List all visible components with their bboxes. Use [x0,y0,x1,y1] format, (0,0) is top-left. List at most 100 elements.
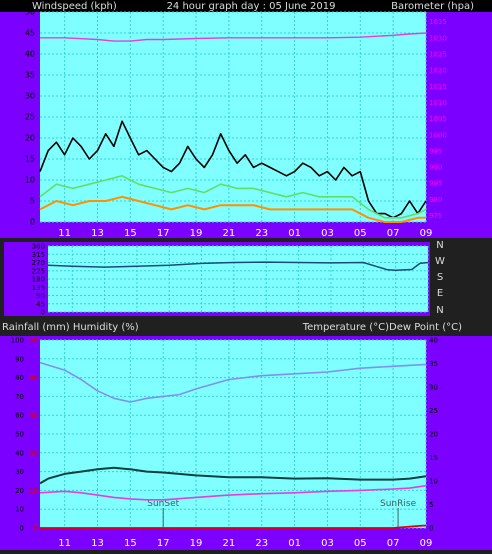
x-tick-label: 23 [255,228,268,239]
panel3-right-label: Temperature (°C)Dew Point (°C) [302,322,462,333]
y-tick-label: 45 [36,300,45,308]
panel1-ticks: 0510152025303540455097598098599099510001… [25,8,447,240]
y-tick-label: 45 [25,29,35,38]
y-tick-label: 10 [15,506,24,514]
compass-label-n-bottom: N [436,305,443,316]
y-tick-label: 25 [25,113,35,122]
panel3-left-label: Rainfall (mm) Humidity (%) [2,322,139,333]
annotation-label: SunRise [380,499,417,509]
x-tick-label: 19 [190,228,203,239]
y-tick-label: 35 [25,71,35,80]
y-tick-label: 1005 [429,115,447,123]
y-tick-label: 20 [429,431,438,439]
y-tick-label: 0 [429,525,433,533]
x-tick-label: 21 [223,228,236,239]
x-tick-label: 03 [321,228,334,239]
rain-tick-label: 10 [29,487,38,495]
x-tick-label: 17 [157,228,170,239]
annotation-label: SunSet [147,499,179,509]
x-tick-label: 11 [58,228,71,239]
y-tick-label: 70 [15,393,24,401]
y-tick-label: 40 [25,50,35,59]
rain-tick-label: 30 [29,412,38,420]
rain-tick-label: 0 [34,525,38,533]
y-tick-label: 30 [15,468,24,476]
y-tick-label: 5 [30,197,35,206]
x-tick-label: 03 [321,538,334,549]
x-tick-label: 21 [223,538,236,549]
x-tick-label: 01 [288,538,301,549]
panel1-right-label: Barometer (hpa) [391,1,474,12]
rain-tick-label: 50 [29,337,38,345]
y-tick-label: 20 [25,134,35,143]
y-tick-label: 985 [429,180,442,188]
y-tick-label: 990 [429,164,442,172]
y-tick-label: 30 [25,92,35,101]
y-tick-label: 40 [429,337,438,345]
y-tick-label: 25 [429,407,438,415]
x-tick-label: 09 [420,228,433,239]
x-tick-label: 05 [354,538,367,549]
x-tick-label: 17 [157,538,170,549]
y-tick-label: 35 [429,360,438,368]
x-tick-label: 19 [190,538,203,549]
x-tick-label: 15 [124,538,137,549]
x-tick-label: 11 [58,538,71,549]
y-tick-label: 980 [429,196,442,204]
x-tick-label: 13 [91,538,104,549]
y-tick-label: 15 [429,454,438,462]
y-tick-label: 0 [41,309,45,317]
compass-label-e: E [437,288,443,299]
series-barometer-line [40,32,427,42]
y-tick-label: 15 [25,155,35,164]
y-tick-label: 10 [25,176,35,185]
y-tick-label: 0 [30,218,35,227]
panel1-series [39,32,427,223]
series-gust-line [39,120,427,219]
series-humidity-line [39,361,427,403]
y-tick-label: 30 [429,384,438,392]
y-tick-label: 10 [429,478,438,486]
x-tick-label: 01 [288,228,301,239]
y-tick-label: 225 [32,267,45,275]
y-tick-label: 1030 [429,34,447,42]
series-temperature-line [39,466,427,485]
y-tick-label: 1000 [429,131,447,139]
compass-label-n-top: N [436,240,443,251]
series-average-line [39,175,427,219]
y-tick-label: 135 [32,284,45,292]
y-tick-label: 180 [32,276,45,284]
y-tick-label: 1015 [429,83,447,91]
y-tick-label: 315 [32,251,45,259]
y-tick-label: 360 [32,243,45,251]
rain-tick-label: 20 [29,449,38,457]
y-tick-label: 100 [11,337,24,345]
x-tick-label: 09 [420,538,433,549]
series-direction-line [47,261,429,271]
y-tick-label: 50 [15,431,24,439]
y-tick-label: 270 [32,259,45,267]
y-tick-label: 1020 [429,67,447,75]
y-tick-label: 1010 [429,99,447,107]
panel3-ticks: 0102030405060708090100010203040500510152… [11,337,438,550]
x-tick-label: 07 [387,538,400,549]
y-tick-label: 975 [429,212,442,220]
y-tick-label: 90 [36,292,45,300]
y-tick-label: 1035 [429,18,447,26]
panel2-grid [48,245,429,313]
y-tick-label: 50 [25,8,35,17]
panel1-header-bar [0,0,492,12]
x-tick-label: 05 [354,228,367,239]
series-dewpoint-line [39,484,427,501]
y-tick-label: 60 [15,412,24,420]
x-tick-label: 15 [124,228,137,239]
x-tick-label: 07 [387,228,400,239]
y-tick-label: 995 [429,147,442,155]
compass-label-w: W [435,256,445,267]
x-tick-label: 23 [255,538,268,549]
panel3-series: SunSet SunRise [39,361,427,529]
panel3-grid [40,339,427,529]
y-tick-label: 20 [15,487,24,495]
